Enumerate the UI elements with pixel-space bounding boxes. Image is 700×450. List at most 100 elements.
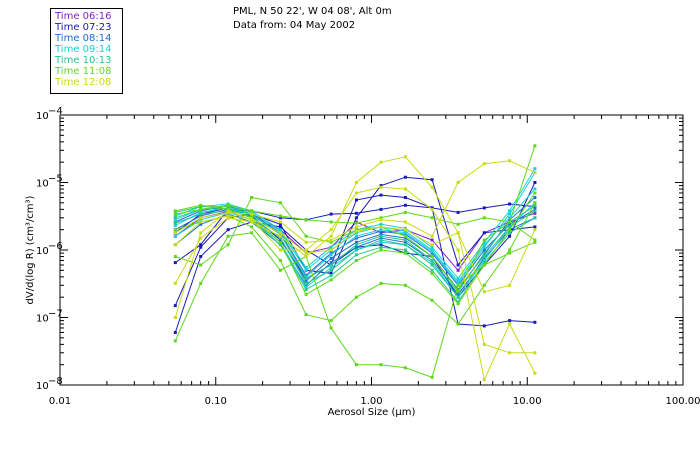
data-point (278, 225, 282, 229)
data-point (456, 281, 460, 285)
y-axis-title: dV/d(log R) (cm³/cm³) (25, 195, 36, 304)
data-point (533, 320, 537, 324)
data-point (430, 259, 434, 262)
data-point (304, 292, 308, 296)
data-point (430, 263, 434, 267)
data-point (430, 261, 434, 265)
data-point (354, 248, 358, 252)
data-point (354, 240, 358, 244)
data-point (278, 240, 282, 244)
data-point (508, 234, 512, 238)
y-tick-exponent: −4 (48, 106, 63, 117)
data-point (482, 162, 486, 166)
data-point (173, 234, 177, 238)
data-point (173, 261, 177, 265)
data-point (278, 222, 282, 226)
data-point (354, 198, 358, 202)
data-point (456, 248, 460, 252)
data-point (329, 278, 333, 282)
data-point (456, 280, 460, 284)
data-point (508, 222, 512, 226)
data-point (173, 221, 177, 225)
data-point (456, 263, 460, 267)
data-point (508, 159, 512, 163)
legend-item: Time 06:16 (55, 11, 112, 22)
data-point (482, 216, 486, 220)
data-point (508, 212, 512, 216)
y-tick-label: 10 −6 (36, 241, 63, 257)
data-point (304, 248, 308, 252)
legend-item: Time 12:08 (55, 77, 112, 88)
data-point (379, 238, 383, 242)
data-point (379, 228, 383, 232)
data-point (430, 245, 434, 249)
y-tick-base: 10 (36, 111, 49, 122)
legend-item: Time 09:14 (55, 44, 112, 55)
data-point (379, 207, 383, 211)
data-point (199, 218, 203, 222)
data-point (199, 220, 203, 224)
data-point (482, 248, 486, 252)
data-point (403, 243, 407, 247)
data-point (329, 253, 333, 257)
data-point (482, 255, 486, 258)
x-tick-label: 0.01 (49, 396, 71, 407)
data-point (354, 253, 358, 257)
data-point (379, 184, 383, 188)
x-tick-label: 10.00 (513, 396, 542, 407)
data-point (533, 191, 537, 195)
x-tick-label: 0.10 (205, 396, 227, 407)
data-point (403, 232, 407, 236)
series-line (173, 214, 537, 294)
data-point (430, 268, 434, 272)
data-point (482, 253, 486, 257)
data-point (482, 240, 486, 244)
data-point (354, 231, 358, 235)
data-point (304, 218, 308, 222)
data-point (482, 238, 486, 242)
data-point (456, 322, 460, 326)
data-point (430, 251, 434, 255)
series-line (173, 159, 537, 244)
data-point (533, 167, 537, 171)
data-point (173, 214, 177, 218)
data-point (430, 238, 434, 242)
y-tick-exponent: −6 (48, 241, 63, 252)
data-point (329, 251, 333, 255)
header-date: Data from: 04 May 2002 (233, 20, 356, 31)
data-point (533, 171, 537, 175)
data-point (508, 202, 512, 206)
data-point (304, 313, 308, 317)
data-point (456, 283, 460, 287)
data-point (250, 196, 254, 199)
data-point (533, 228, 537, 232)
data-point (430, 178, 434, 182)
data-point (456, 231, 460, 235)
data-point (304, 268, 308, 272)
data-point (403, 234, 407, 238)
data-point (379, 363, 383, 367)
data-point (199, 281, 203, 285)
data-point (508, 231, 512, 235)
data-point (354, 181, 358, 184)
y-tick-label: 10 −4 (36, 106, 63, 122)
data-point (226, 243, 230, 247)
data-point (482, 290, 486, 294)
y-tick-base: 10 (36, 314, 49, 325)
data-point (482, 324, 486, 328)
data-point (482, 251, 486, 255)
data-point (482, 283, 486, 287)
data-point (199, 243, 203, 247)
data-point (482, 256, 486, 260)
data-point (482, 263, 486, 267)
data-point (199, 255, 203, 258)
data-point (329, 268, 333, 272)
data-point (173, 231, 177, 235)
data-point (199, 236, 203, 240)
data-point (379, 236, 383, 240)
data-point (379, 248, 383, 252)
data-point (173, 281, 177, 285)
data-point (329, 271, 333, 275)
data-point (329, 261, 333, 265)
